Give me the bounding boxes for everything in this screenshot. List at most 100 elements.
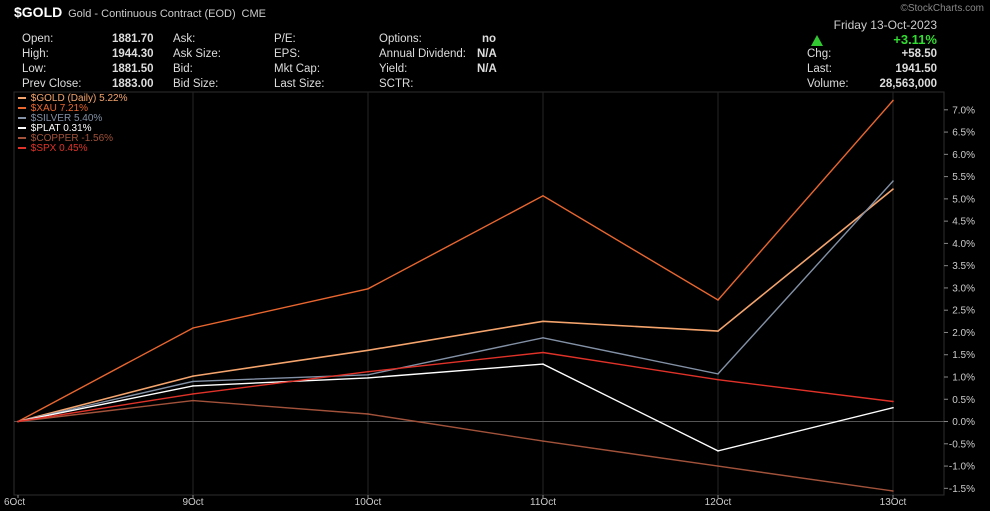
last-row: Last: 1941.50 xyxy=(807,63,937,78)
legend-swatch xyxy=(18,147,26,150)
quote-row: Low: 1881.50 Bid: Mkt Cap: Yield: N/A xyxy=(22,63,542,78)
series-line xyxy=(17,363,894,452)
data-point xyxy=(892,188,894,190)
summary-panel: Friday 13-Oct-2023 +3.11% Chg: +58.50 La… xyxy=(807,18,937,93)
quote-row: High: 1944.30 Ask Size: EPS: Annual Divi… xyxy=(22,48,542,63)
data-point xyxy=(892,99,894,102)
y-tick-label: 7.0% xyxy=(952,105,975,116)
chart-legend: $GOLD (Daily) 5.22% $XAU 7.21% $SILVER 5… xyxy=(18,94,128,154)
y-tick-label: -0.5% xyxy=(949,439,975,450)
x-tick-label: 9Oct xyxy=(182,497,203,508)
data-point xyxy=(717,378,719,381)
y-axis-ticks: 7.0% 6.5% 6.0% 5.5% 5.0% 4.5% 4.0% 3.5% 3.0% 2.5%… xyxy=(944,105,975,495)
annual-dividend-value: N/A xyxy=(477,48,497,60)
data-point xyxy=(192,375,194,377)
volume-row: Volume: 28,563,000 xyxy=(807,78,937,93)
y-tick-label: 1.0% xyxy=(952,372,975,383)
ask-label: Ask: xyxy=(173,33,196,45)
symbol: $GOLD xyxy=(14,4,63,20)
x-tick-label: 11Oct xyxy=(530,497,556,508)
y-tick-label: 4.5% xyxy=(952,217,975,228)
data-point xyxy=(892,180,894,182)
legend-value: 5.40% xyxy=(73,113,103,124)
options-label: Options: xyxy=(379,33,422,45)
prev-close-value: 1883.00 xyxy=(112,78,154,90)
data-point xyxy=(717,450,719,452)
legend-name: $SPX xyxy=(30,143,57,154)
open-value: 1881.70 xyxy=(112,33,154,45)
options-value: no xyxy=(482,33,497,45)
legend-item: $PLAT 0.31% xyxy=(18,124,128,134)
data-point xyxy=(892,400,894,403)
legend-item: $XAU 7.21% xyxy=(18,104,128,114)
eps-label: EPS: xyxy=(274,48,301,60)
data-point xyxy=(542,320,544,323)
quote-grid: Open: 1881.70 Ask: P/E: Options: no High… xyxy=(22,33,542,93)
high-value: 1944.30 xyxy=(112,48,154,60)
data-point xyxy=(17,420,19,423)
chg-row: Chg: +58.50 xyxy=(807,48,937,63)
open-label: Open: xyxy=(22,33,54,45)
low-value: 1881.50 xyxy=(112,63,154,75)
x-tick-label: 12Oct xyxy=(705,497,732,508)
y-tick-label: 2.0% xyxy=(952,328,975,339)
legend-value: 5.22% xyxy=(99,93,128,104)
data-point xyxy=(542,440,544,442)
data-point xyxy=(542,351,544,354)
plot-area xyxy=(13,91,945,496)
x-tick-label: 6Oct xyxy=(4,497,25,508)
session-date: Friday 13-Oct-2023 xyxy=(833,18,937,32)
sctr-label: SCTR: xyxy=(379,78,414,90)
legend-name: $GOLD (Daily) xyxy=(30,93,97,104)
series-line xyxy=(17,351,894,423)
yield-label: Yield: xyxy=(379,63,408,75)
legend-value: 0.45% xyxy=(59,143,88,154)
legend-item: $GOLD (Daily) 5.22% xyxy=(18,94,128,104)
legend-swatch xyxy=(18,137,26,140)
ask-size-label: Ask Size: xyxy=(173,48,221,60)
quote-row: Open: 1881.70 Ask: P/E: Options: no xyxy=(22,33,542,48)
data-point xyxy=(717,299,719,301)
pe-label: P/E: xyxy=(274,33,296,45)
y-tick-label: -1.5% xyxy=(949,484,975,495)
data-point xyxy=(192,327,194,329)
legend-name: $PLAT xyxy=(30,123,61,134)
data-point xyxy=(542,337,544,339)
change-percent: +3.11% xyxy=(893,32,937,47)
low-label: Low: xyxy=(22,63,47,75)
data-point xyxy=(367,370,369,373)
x-axis-ticks: 6Oct 9Oct 10Oct 11Oct 12Oct 13Oct xyxy=(4,495,907,508)
last-size-label: Last Size: xyxy=(274,78,325,90)
series-line xyxy=(17,100,894,423)
y-tick-label: 1.5% xyxy=(952,350,975,361)
legend-swatch xyxy=(18,107,26,110)
y-tick-label: 3.0% xyxy=(952,283,975,294)
yield-value: N/A xyxy=(477,63,497,75)
y-tick-label: 5.0% xyxy=(952,194,975,205)
data-point xyxy=(192,380,194,383)
data-point xyxy=(192,385,194,387)
data-point xyxy=(367,373,369,376)
last-value: 1941.50 xyxy=(895,63,937,75)
data-point xyxy=(367,349,369,352)
series-line xyxy=(17,180,894,423)
legend-item: $COPPER -1.56% xyxy=(18,134,128,144)
data-point xyxy=(542,363,544,365)
change-percent-row: +3.11% xyxy=(807,32,937,48)
contract-subtitle: Gold - Continuous Contract (EOD) xyxy=(68,8,236,20)
bid-label: Bid: xyxy=(173,63,193,75)
y-tick-label: 0.0% xyxy=(952,417,975,428)
prev-close-label: Prev Close: xyxy=(22,78,82,90)
data-point xyxy=(192,393,194,395)
volume-label: Volume: xyxy=(807,78,849,90)
legend-swatch xyxy=(18,127,26,130)
data-point xyxy=(542,194,544,197)
legend-name: $COPPER xyxy=(30,133,79,144)
y-tick-label: -1.0% xyxy=(949,462,975,473)
y-tick-label: 3.5% xyxy=(952,261,975,272)
legend-value: 0.31% xyxy=(63,123,92,134)
legend-value: -1.56% xyxy=(81,133,114,144)
y-tick-label: 4.0% xyxy=(952,239,975,250)
data-point xyxy=(192,399,194,402)
